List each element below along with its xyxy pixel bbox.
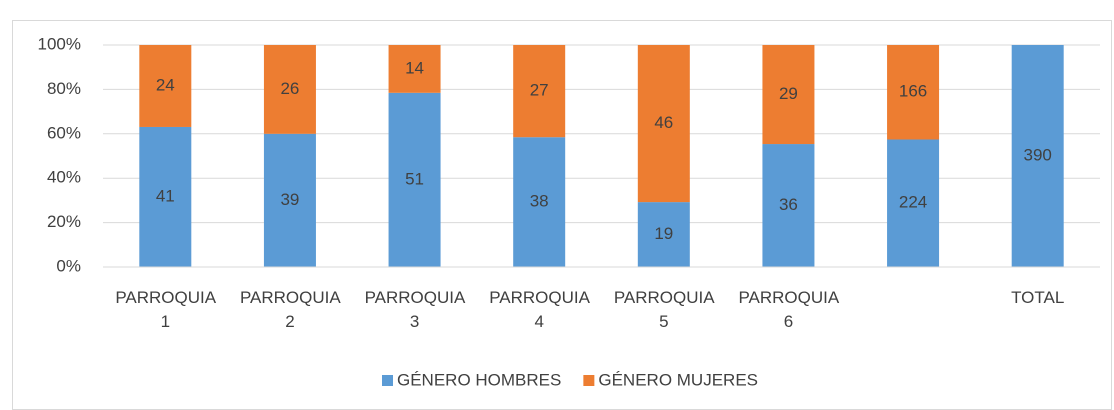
x-tick-label: PARROQUIA 3 [364,288,466,331]
data-label: 51 [405,169,424,188]
bar-segment [139,126,192,267]
data-label: 390 [1024,145,1052,164]
data-label: 36 [779,195,798,214]
data-label: 41 [156,186,175,205]
x-tick-label: PARROQUIA 2 [239,288,341,331]
legend-swatch [583,375,595,386]
bar-segment [762,144,815,267]
y-tick-label: 100% [38,34,81,53]
legend-swatch [382,375,393,386]
data-label: 26 [280,79,299,98]
bar-segment [637,202,690,267]
data-label: 166 [899,82,927,101]
bar-segment [887,45,940,140]
y-tick-label: 0% [56,256,81,275]
x-tick-label: PARROQUIA 4 [489,288,590,331]
data-label: 29 [779,84,798,103]
bar-segment [1011,45,1064,267]
y-tick-label: 20% [47,212,81,231]
data-label: 14 [405,58,424,77]
y-tick-label: 60% [47,123,81,142]
legend-label: GÉNERO MUJERES [598,370,758,389]
bar-segment [388,45,441,93]
bar-segment [513,137,566,267]
x-tick-label: PARROQUIA 5 [613,288,715,331]
data-label: 27 [530,81,549,100]
bar-segment [513,45,566,138]
x-tick-label: PARROQUIA 6 [738,288,840,331]
bar-segment [388,92,441,267]
bar-segment [139,45,192,127]
data-label: 224 [899,193,927,212]
bar-segment [263,133,316,267]
data-label: 39 [280,190,299,209]
y-tick-label: 40% [47,168,81,187]
x-tick-label: TOTAL [1011,288,1065,307]
data-label: 46 [654,113,673,132]
bar-segment [637,45,690,203]
legend-label: GÉNERO HOMBRES [397,370,561,389]
data-label: 38 [530,192,549,211]
x-tick-label: PARROQUIA 1 [115,288,217,331]
bar-segment [887,139,940,267]
data-label: 19 [654,224,673,243]
bar-segment [263,45,316,134]
data-label: 24 [156,75,175,94]
bar-segment [762,45,815,145]
y-tick-label: 80% [47,79,81,98]
